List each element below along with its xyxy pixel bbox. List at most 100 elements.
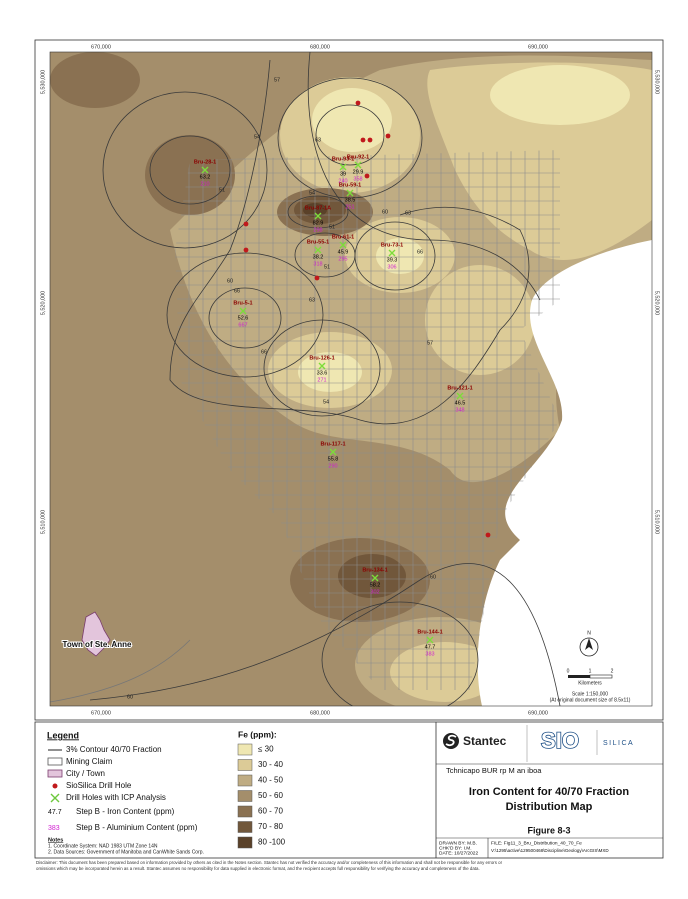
- scale-note: (At original document size of 8.5x11): [550, 697, 631, 703]
- sio-drill-holes: [243, 100, 491, 538]
- drill-hole: [243, 221, 249, 227]
- fe-zone: [50, 52, 140, 108]
- hole-name: Bru-73-1: [381, 242, 403, 248]
- north-arrow: [585, 638, 593, 650]
- contour-line: [294, 232, 356, 278]
- contour-label: 66: [234, 288, 240, 294]
- fe-zone: [425, 265, 535, 375]
- contour-label: 51: [324, 264, 330, 270]
- fe-swatch: [237, 759, 253, 771]
- map-title: Distribution Map: [506, 801, 593, 813]
- disclaimer: omissions which may be incorporated here…: [36, 866, 480, 871]
- drill-hole: [314, 275, 320, 281]
- contours: [89, 52, 561, 706]
- fe-label: 30 - 40: [258, 760, 283, 769]
- contour-line: [166, 252, 324, 378]
- contour-label: 66: [417, 249, 423, 255]
- contour-label: 63: [309, 297, 315, 303]
- legend-label: Step B - Iron Content (ppm): [76, 807, 175, 816]
- fe-zone: [298, 352, 362, 392]
- y-coord-label: 5,510,000: [654, 510, 660, 534]
- fe-zone: [490, 65, 630, 125]
- contour-line: [89, 563, 561, 706]
- icp-marker: [314, 212, 322, 220]
- legend-symbol: [47, 757, 63, 766]
- contour-line: [102, 91, 268, 249]
- contour-line: [208, 287, 282, 349]
- legend-label: 3% Contour 40/70 Fraction: [66, 745, 162, 754]
- contour-line: [321, 601, 479, 706]
- fe-swatch: [237, 836, 253, 849]
- fe-swatch: [237, 790, 253, 802]
- contour-label: 60: [382, 209, 388, 215]
- drill-hole: [355, 100, 361, 106]
- drill-hole: [367, 137, 373, 143]
- legend-label: Mining Claim: [66, 757, 113, 766]
- title-block: Stantec SIO SILICA Tchnicapo BUR rp M an…: [436, 725, 663, 858]
- y-coord-label: 5,530,000: [40, 70, 46, 94]
- hole-name: Bru-126-1: [309, 355, 334, 361]
- hole-al: 271: [317, 377, 326, 383]
- fe-classes: ≤ 30 30 - 40 40 - 50 50 - 60 60 - 70 70 - 80 8…: [237, 743, 286, 849]
- y-coord-label: 5,530,000: [654, 70, 660, 94]
- x-coord-label: 670,000: [91, 710, 111, 716]
- legend-label: SioSilica Drill Hole: [66, 781, 132, 790]
- contour-line: [277, 77, 423, 199]
- icp-marker: [239, 307, 247, 315]
- icp-marker: [339, 163, 347, 171]
- fe-label: 40 - 50: [258, 776, 283, 785]
- hole-name: Bru-121-1: [447, 385, 472, 391]
- contour-line: [287, 195, 349, 229]
- hole-fe: 39.3: [387, 257, 398, 263]
- contour-label: 51: [219, 187, 225, 193]
- hole-fe: 29.9: [353, 169, 364, 175]
- contour-line: [169, 59, 530, 425]
- town-label: Town of Ste. Anne: [63, 640, 132, 649]
- drill-hole: [243, 247, 249, 253]
- hole-name: Bru-117-1: [320, 441, 345, 447]
- x-coord-label: 680,000: [310, 710, 330, 716]
- contour-label: 60: [227, 278, 233, 284]
- checked-by: CHK'D BY: I.M.: [439, 845, 472, 851]
- hole-name: Bru-5-1: [233, 300, 252, 306]
- drill-hole: [485, 532, 491, 538]
- y-coord-label: 5,510,000: [40, 510, 46, 534]
- x-coord-label: 690,000: [528, 44, 548, 50]
- legend-sample-al: 383: [48, 825, 60, 832]
- hole-name: Bru-92-1: [347, 154, 369, 160]
- contour-label: 60: [127, 694, 133, 700]
- x-coord-label: 690,000: [528, 710, 548, 716]
- drawn-by: DRAWN BY: M.B.: [439, 840, 477, 846]
- scale-tick: 1: [589, 668, 592, 674]
- y-coord-label: 5,520,000: [40, 291, 46, 315]
- hole-fe: 45.9: [338, 249, 349, 255]
- fe-title: Fe (ppm):: [238, 729, 277, 739]
- scale-segment: [568, 675, 590, 678]
- hole-fe: 52.6: [238, 315, 249, 321]
- hole-name: Bru-55-1: [307, 239, 329, 245]
- fe-zone: [376, 238, 424, 274]
- file: FILE: Fig11_3_Bru_Distribution_40_70_Fe: [491, 840, 582, 846]
- contour-line: [263, 319, 381, 417]
- contour-label: 66: [261, 349, 267, 355]
- hole-al: 298: [313, 227, 322, 233]
- fe-label: 80 -100: [258, 838, 286, 847]
- scale-segment: [589, 674, 613, 679]
- fe-label: ≤ 30: [258, 745, 274, 754]
- drill-hole: [360, 137, 366, 143]
- report-title: Tchnicapo BUR rp M an iboa: [446, 766, 542, 775]
- town-area: [81, 611, 111, 657]
- hole-fe: 33.6: [317, 370, 328, 376]
- hole-al: 383: [425, 651, 434, 657]
- stantec-logo: [445, 734, 457, 747]
- hole-name: Bru-28-1: [194, 159, 216, 165]
- hole-al: 667: [238, 322, 247, 328]
- icp-marker: [354, 161, 362, 169]
- x-coord-label: 680,000: [310, 44, 330, 50]
- contour-label: 54: [254, 134, 260, 140]
- hole-al: 295: [338, 256, 347, 262]
- hole-fe: 38.5: [345, 197, 356, 203]
- north-label: N: [587, 630, 591, 636]
- fe-swatch: [237, 821, 253, 833]
